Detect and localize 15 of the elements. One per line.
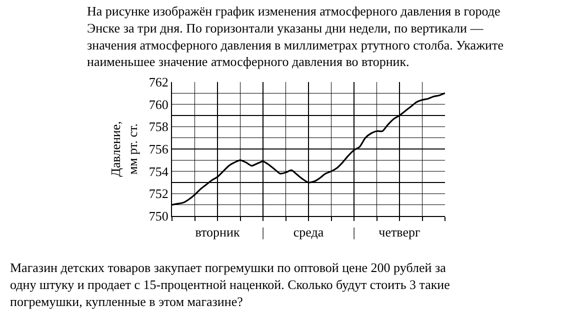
x-tick-label: среда [293,224,324,240]
y-tick-label: 750 [148,208,168,224]
y-tick-label: 756 [148,142,169,157]
y-tick-label: 758 [148,119,168,134]
chart-title: На рисунке изображён график изменения атмосферного давления в городе Энске за три дня. По горизонтали указаны дни недели, по вертикали — значения атмосферного давления в миллиметрах ртутного столба. Укажите наименьшее значение атмосферного давления во вторник. [87,4,504,70]
y-tick-label: 762 [148,74,168,90]
text: Магазин детских товаров закупает погремушки по оптовой цене 200 рублей за одну штуку и продает с 15-процентной наценкой. Сколько будут стоить 3 такие погремушки, купленные в этом магазине? [10,260,450,309]
x-tick-label: четверг [378,224,420,240]
x-tick-label: | [352,224,356,240]
y-tick-label: 752 [148,186,168,202]
y-tick-label: 754 [148,164,169,179]
y-tick-label: 760 [148,96,168,112]
x-tick-label: вторник [195,224,240,240]
x-tick-label: | [262,224,264,240]
y-axis-title: Давление, мм рт. ст. [108,121,140,177]
